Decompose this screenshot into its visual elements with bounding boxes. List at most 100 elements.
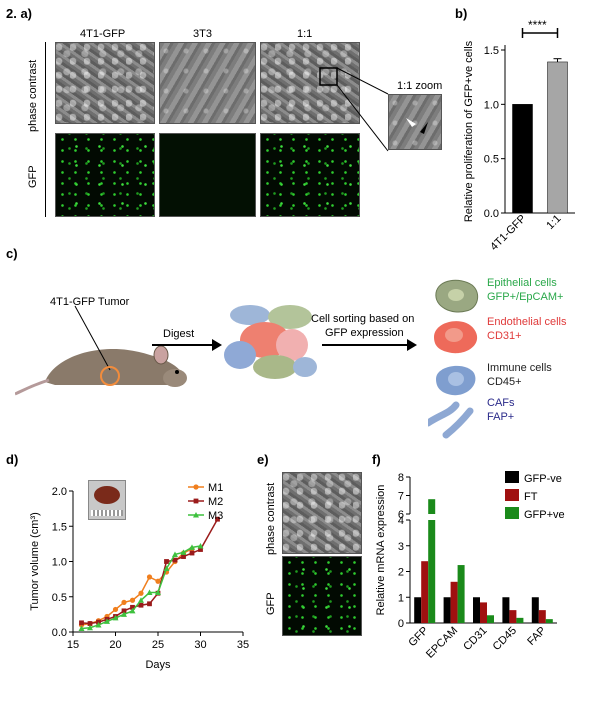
d-point (78, 625, 85, 631)
f-ytick-label: 3 (398, 541, 404, 553)
d-point (79, 620, 84, 626)
f-ytick-label: 0 (398, 618, 404, 630)
d-legend-label: M1 (208, 482, 223, 494)
cell-endothelial-line1: Endothelial cells (487, 316, 567, 328)
d-point (172, 557, 178, 563)
d-point (138, 597, 144, 603)
d-point (95, 621, 102, 628)
panel-d-label: d) (6, 452, 19, 467)
micrograph-e-phase (282, 472, 362, 554)
micrograph-mix-gfp (260, 133, 360, 217)
d-point (189, 544, 195, 550)
chart-f: 0 1 2 3 46 7 8 Relative mRNA expression GFPEPCAM… (375, 471, 565, 661)
d-point (146, 574, 153, 580)
row-label-gfp: GFP (27, 165, 39, 188)
f-ytick-label: 7 (398, 491, 404, 503)
d-point (138, 590, 144, 596)
d-point (181, 554, 186, 559)
f-bar (443, 597, 451, 623)
f-bar (457, 565, 465, 623)
d-legend-marker (193, 512, 199, 518)
tumor-photo (88, 480, 126, 520)
cell-epithelial-line2: GFP+/EpCAM+ (487, 291, 564, 303)
f-ytick-label: 8 (398, 472, 404, 484)
micrograph-3t3-gfp (159, 133, 256, 217)
f-category-label: FAP (525, 625, 548, 648)
digest-arrow (152, 339, 222, 351)
f-legend-swatch (505, 507, 519, 519)
col-label-3t3: 3T3 (193, 28, 212, 40)
d-xtick-label: 20 (109, 639, 121, 651)
f-bar (509, 610, 517, 623)
cell-caf-line1: CAFs (487, 397, 515, 409)
d-point (155, 589, 161, 596)
f-legend-label: FT (524, 491, 538, 503)
d-legend-marker (193, 484, 199, 490)
cell-caf-line2: FAP+ (487, 411, 515, 423)
mouse-illustration (15, 305, 187, 396)
sorting-arrow (322, 339, 417, 351)
f-bar (502, 597, 510, 623)
f-bar (414, 597, 422, 623)
row-label-phase: phase contrast (27, 59, 39, 132)
d-point (129, 607, 136, 614)
cell-immune-line2: CD45+ (487, 376, 522, 388)
f-bar (545, 619, 553, 623)
d-point (189, 550, 195, 556)
d-point (87, 624, 93, 631)
dissociated-cells (224, 305, 317, 379)
d-point (104, 618, 110, 624)
d-y-axis-title: Tumor volume (cm³) (29, 512, 41, 611)
significance-stars: **** (528, 18, 547, 32)
col-label-4t1: 4T1-GFP (80, 28, 126, 40)
f-bar-upper (428, 499, 436, 514)
d-point (112, 614, 119, 621)
row-divider (45, 42, 46, 217)
b-category-label: 1:1 (544, 213, 563, 232)
d-point (138, 602, 144, 608)
panel-c-label: c) (6, 246, 18, 261)
d-point (198, 547, 203, 552)
f-bar (473, 597, 480, 623)
d-point (180, 549, 187, 555)
f-ytick-label: 2 (398, 567, 404, 579)
d-point (130, 604, 135, 610)
d-ytick-label: 0.5 (52, 592, 67, 604)
d-x-axis-title: Days (145, 659, 171, 671)
cell-epithelial-line1: Epithelial cells (487, 277, 557, 289)
b-bar (547, 61, 568, 214)
micrograph-3t3-phase (159, 42, 256, 124)
micrograph-zoom (388, 94, 442, 150)
cell-immune-line1: Immune cells (487, 362, 552, 374)
d-legend-label: M3 (208, 510, 223, 522)
b-ytick-label: 0.0 (484, 208, 499, 220)
d-ytick-label: 2.0 (52, 486, 67, 498)
d-point (146, 589, 153, 596)
d-ytick-label: 0.0 (52, 627, 67, 639)
zoom-label: 1:1 zoom (397, 80, 443, 92)
d-series-line-m2 (81, 518, 219, 625)
micrograph-e-gfp (282, 556, 362, 636)
f-category-label: EPCAM (424, 625, 460, 661)
digest-label: Digest (163, 328, 195, 340)
d-point (163, 565, 170, 572)
d-point (112, 606, 119, 613)
e-row-label-phase: phase contrast (265, 482, 277, 555)
d-xtick-label: 15 (67, 639, 79, 651)
micrograph-4t1-gfp (55, 133, 155, 217)
zoom-callout (319, 67, 389, 152)
f-category-label: CD31 (461, 625, 489, 653)
f-category-label: CD45 (491, 625, 519, 653)
d-ytick-label: 1.0 (52, 557, 67, 569)
tumor-label: 4T1-GFP Tumor (50, 296, 130, 308)
d-point (164, 559, 169, 564)
d-point (121, 599, 127, 605)
d-point (121, 611, 127, 617)
f-ytick-label: 4 (398, 515, 404, 527)
f-bar (538, 610, 546, 623)
cell-endothelial-line2: CD31+ (487, 330, 522, 342)
d-point (129, 597, 136, 603)
sorting-line1: Cell sorting based on (311, 313, 415, 325)
panel-e-label: e) (257, 452, 269, 467)
sorting-line2: GFP expression (325, 327, 404, 339)
